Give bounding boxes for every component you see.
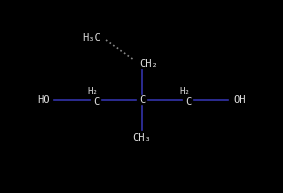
Text: C: C xyxy=(139,95,145,105)
Text: OH: OH xyxy=(234,95,246,105)
Text: H₂: H₂ xyxy=(88,86,98,96)
Text: C: C xyxy=(185,97,191,107)
Text: CH₃: CH₃ xyxy=(133,133,151,143)
Text: H₃C: H₃C xyxy=(83,33,101,43)
Text: H₂: H₂ xyxy=(180,86,190,96)
Text: C: C xyxy=(93,97,99,107)
Text: CH₂: CH₂ xyxy=(140,59,158,69)
Text: HO: HO xyxy=(38,95,50,105)
